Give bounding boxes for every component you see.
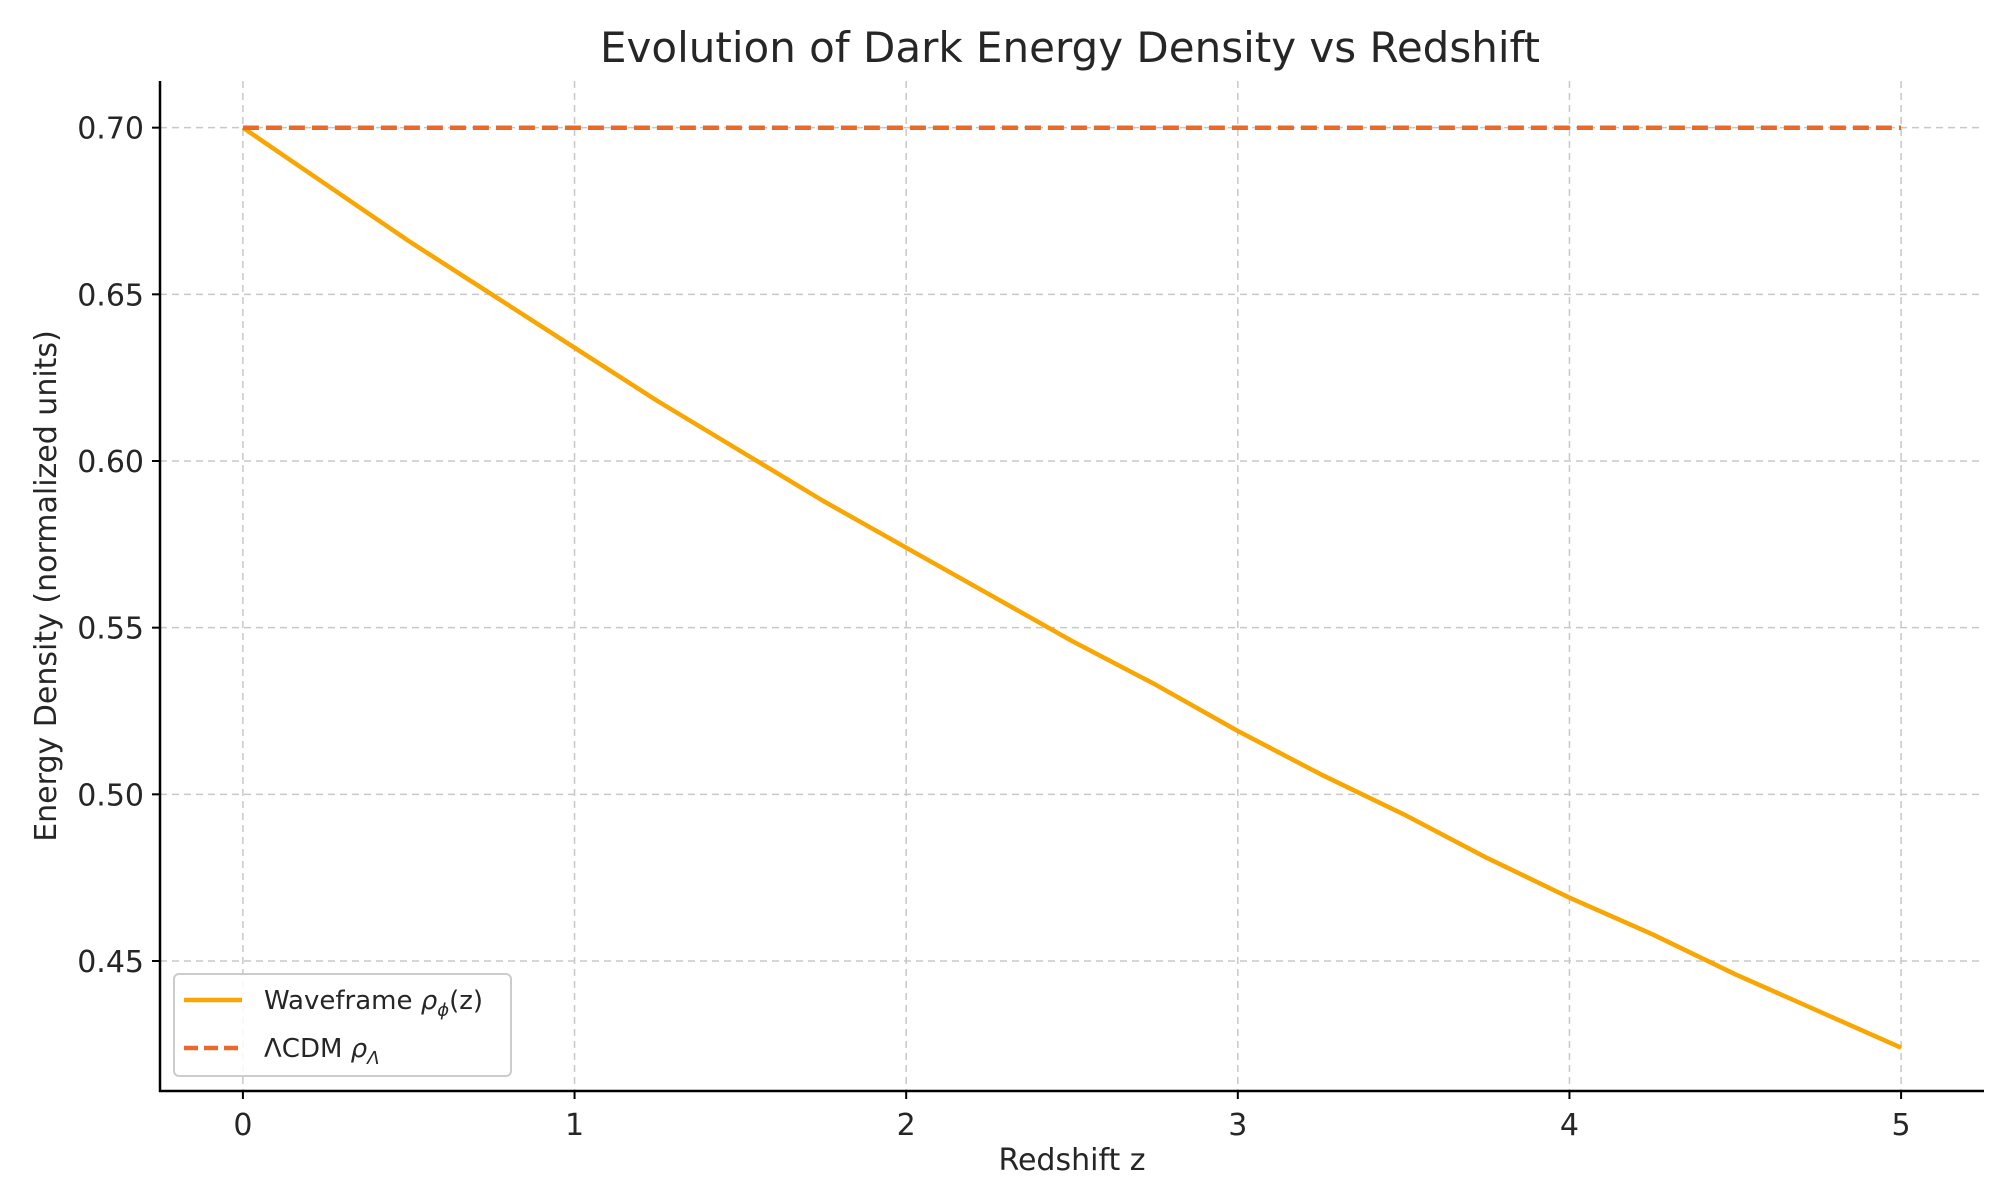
x-axis-label: Redshift z [998,1143,1145,1178]
grid-layer [160,81,1984,1091]
tick-layer: 0 1 2 3 4 5 0.45 0.50 0.55 0.60 0.65 0.70 [77,112,1910,1143]
y-axis-label: Energy Density (normalized units) [29,330,64,842]
chart-title: Evolution of Dark Energy Density vs Reds… [600,23,1540,72]
y-tick-label: 0.50 [77,778,144,813]
x-tick-label: 1 [565,1108,584,1143]
x-tick-label: 0 [233,1108,252,1143]
series-line-0 [241,125,1903,1050]
legend-label-1: ΛCDM ρΛ [264,1034,380,1069]
legend-label-0: Waveframe ρϕ(z) [264,986,483,1021]
legend-box [173,973,512,1077]
y-tick-label: 0.45 [77,945,144,980]
y-tick-label: 0.65 [77,278,144,313]
series-layer [241,125,1903,1050]
x-tick-label: 2 [897,1108,916,1143]
y-tick-label: 0.70 [77,112,144,147]
y-tick-label: 0.60 [77,445,144,480]
y-tick-label: 0.55 [77,612,144,647]
legend: Waveframe ρϕ(z) ΛCDM ρΛ [173,973,512,1077]
x-tick-label: 5 [1892,1108,1911,1143]
x-tick-label: 3 [1228,1108,1247,1143]
x-tick-label: 4 [1560,1108,1579,1143]
